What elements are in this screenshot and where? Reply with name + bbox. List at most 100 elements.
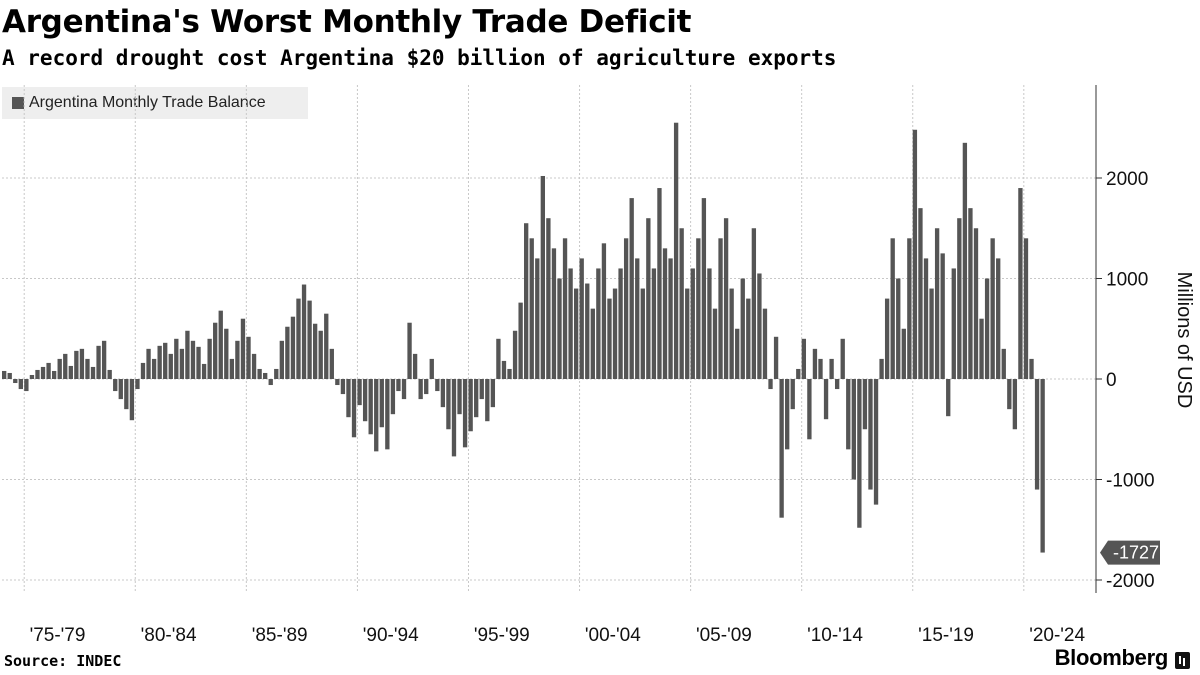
- bar: [163, 342, 168, 379]
- bar: [573, 288, 579, 379]
- bar: [301, 284, 307, 379]
- bar: [896, 278, 901, 379]
- bar: [840, 338, 845, 379]
- bar: [435, 379, 440, 392]
- bar: [324, 313, 329, 380]
- y-tick-label: -2000: [1106, 571, 1155, 592]
- bar: [129, 379, 135, 421]
- chart-subtitle: A record drought cost Argentina $20 bill…: [2, 46, 837, 70]
- bar: [934, 228, 940, 379]
- bar: [618, 268, 623, 379]
- bar: [263, 372, 268, 379]
- bar: [779, 379, 784, 518]
- x-tick-label: '80-'84: [141, 625, 197, 646]
- bar: [190, 340, 196, 379]
- bar: [401, 379, 407, 400]
- annotation-badge: [1100, 540, 1160, 565]
- bar: [496, 338, 501, 379]
- bar: [907, 238, 912, 379]
- bar: [35, 369, 40, 379]
- bar: [690, 268, 695, 379]
- bar: [329, 348, 334, 379]
- bar: [174, 338, 179, 379]
- bar: [551, 248, 557, 379]
- bar: [1040, 379, 1045, 553]
- bar: [340, 379, 346, 395]
- bar: [851, 379, 856, 480]
- bar: [2, 370, 7, 379]
- bar: [362, 379, 368, 422]
- bar: [290, 316, 296, 379]
- bar: [685, 288, 690, 379]
- bar: [785, 379, 790, 450]
- bar: [629, 198, 634, 379]
- bar: [68, 365, 73, 380]
- bar: [662, 248, 668, 379]
- bar: [762, 308, 768, 379]
- bar: [113, 379, 118, 392]
- bar: [579, 258, 584, 379]
- bar: [29, 374, 35, 379]
- bar: [140, 362, 146, 379]
- bar: [801, 338, 807, 379]
- bar: [318, 330, 323, 379]
- bar: [207, 338, 212, 379]
- bar: [1029, 358, 1034, 379]
- bar: [196, 346, 201, 379]
- bar: [501, 360, 507, 379]
- bar: [829, 358, 834, 379]
- bar: [812, 348, 818, 379]
- bar: [457, 379, 462, 415]
- bar: [135, 379, 140, 390]
- bar: [151, 358, 157, 379]
- bar: [379, 379, 384, 428]
- bar: [424, 379, 429, 395]
- bar: [1023, 238, 1029, 379]
- bar: [912, 129, 918, 379]
- bar: [679, 228, 684, 379]
- y-axis-ticks: -2000 -1000 0 1000 2000: [1096, 169, 1155, 592]
- bar: [451, 379, 457, 457]
- bar: [518, 302, 523, 379]
- bar: [1001, 348, 1006, 379]
- bar: [529, 238, 534, 379]
- bar: [90, 366, 96, 379]
- annotation-label: -1727: [1113, 543, 1159, 563]
- bar: [307, 300, 312, 379]
- last-value-annotation: -1727: [1100, 540, 1160, 565]
- bar: [235, 340, 240, 379]
- bar: [796, 368, 801, 379]
- bar: [718, 238, 723, 379]
- bar: [612, 288, 618, 379]
- bar: [696, 238, 701, 379]
- bar: [507, 368, 512, 379]
- bar: [968, 208, 973, 379]
- bar: [990, 238, 995, 379]
- bar: [657, 188, 662, 379]
- bar: [562, 238, 568, 379]
- bar: [18, 379, 23, 390]
- bar: [862, 379, 868, 430]
- bar: [462, 379, 468, 448]
- bar: [418, 379, 423, 400]
- bar: [601, 243, 607, 379]
- bar: [407, 322, 412, 379]
- x-axis-ticks: '75-'79 '80-'84 '85-'89 '90-'94 '95-'99 '00-'…: [30, 625, 1086, 646]
- bar: [929, 288, 934, 379]
- x-tick-label: '10-'14: [807, 625, 863, 646]
- bar: [185, 330, 190, 379]
- bar: [107, 369, 112, 379]
- bar: [923, 258, 929, 379]
- bar: [996, 258, 1001, 379]
- bar: [1034, 379, 1040, 490]
- bar: [818, 358, 823, 379]
- bar: [218, 310, 223, 379]
- bar: [168, 353, 173, 380]
- source-note: Source: INDEC: [4, 652, 122, 670]
- bar: [568, 268, 573, 379]
- bar: [607, 298, 612, 379]
- bar: [335, 379, 340, 386]
- x-tick-label: '20-'24: [1029, 625, 1085, 646]
- bar: [85, 358, 90, 379]
- bar: [390, 379, 396, 415]
